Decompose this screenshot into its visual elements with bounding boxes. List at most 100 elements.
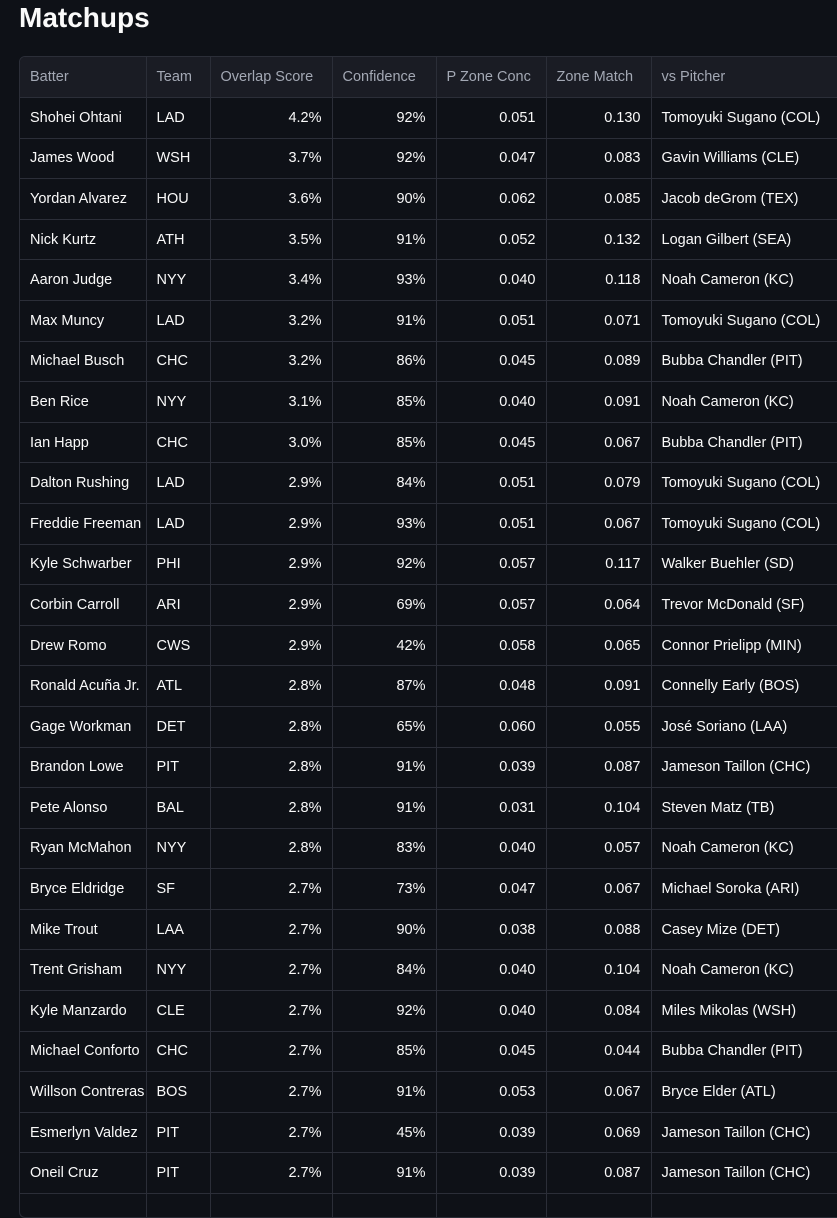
table-cell: PIT	[146, 1112, 211, 1154]
table-cell: NYY	[146, 259, 211, 301]
table-cell: 85%	[332, 422, 437, 464]
table-cell: 3.7%	[210, 138, 333, 180]
table-cell: 0.064	[546, 584, 652, 626]
table-cell: 0.051	[436, 97, 547, 139]
table-cell: Nick Kurtz	[20, 219, 147, 261]
table-row: Drew Romo CWS 2.9% 42% 0.058 0.065 Connor Prie…	[20, 625, 837, 667]
table-cell: 0.069	[546, 1112, 652, 1154]
table-cell: LAA	[146, 909, 211, 951]
table-cell: 2.9%	[210, 462, 333, 504]
table-cell: CWS	[146, 625, 211, 667]
table-cell: 2.7%	[210, 1031, 333, 1073]
table-row: Kyle Schwarber PHI 2.9% 92% 0.057 0.117 Walker…	[20, 544, 837, 586]
table-cell: 0.040	[436, 828, 547, 870]
table-cell: Tomoyuki Sugano (COL)	[651, 97, 837, 139]
column-header[interactable]: vs Pitcher	[651, 57, 837, 98]
table-cell: 3.2%	[210, 341, 333, 383]
table-cell	[436, 1193, 547, 1217]
table-cell: 2.7%	[210, 1152, 333, 1195]
table-cell: 92%	[332, 138, 437, 180]
table-cell: Tomoyuki Sugano (COL)	[651, 503, 837, 545]
column-header[interactable]: Batter	[20, 57, 147, 98]
table-row: Gage Workman DET 2.8% 65% 0.060 0.055 José Sor…	[20, 706, 837, 748]
table-cell: 0.047	[436, 868, 547, 910]
table-cell: Kyle Schwarber	[20, 544, 147, 586]
table-cell: 0.067	[546, 503, 652, 545]
table-cell: Dalton Rushing	[20, 462, 147, 504]
table-cell: 0.045	[436, 1031, 547, 1073]
table-cell	[332, 1193, 437, 1217]
column-header[interactable]: Team	[146, 57, 211, 98]
column-header[interactable]: P Zone Conc	[436, 57, 547, 98]
table-cell: 65%	[332, 706, 437, 748]
table-row: Oneil Cruz PIT 2.7% 91% 0.039 0.087 Jameson Ta…	[20, 1152, 837, 1195]
table-cell: HOU	[146, 178, 211, 220]
table-cell: 91%	[332, 1071, 437, 1113]
table-cell: LAD	[146, 97, 211, 139]
table-cell: Casey Mize (DET)	[651, 909, 837, 951]
table-row: Shohei Ohtani LAD 4.2% 92% 0.051 0.130 Tomoyuk…	[20, 97, 837, 139]
table-row: Pete Alonso BAL 2.8% 91% 0.031 0.104 Steven Ma…	[20, 787, 837, 829]
table-cell: 2.7%	[210, 868, 333, 910]
table-cell: Willson Contreras	[20, 1071, 147, 1113]
table-cell: 0.083	[546, 138, 652, 180]
table-row: Esmerlyn Valdez PIT 2.7% 45% 0.039 0.069 James…	[20, 1112, 837, 1154]
table-cell: 0.045	[436, 422, 547, 464]
table-row: Dalton Rushing LAD 2.9% 84% 0.051 0.079 Tomoyu…	[20, 462, 837, 504]
table-cell: Yordan Alvarez	[20, 178, 147, 220]
table-row: Trent Grisham NYY 2.7% 84% 0.040 0.104 Noah Ca…	[20, 949, 837, 992]
table-cell: 0.104	[546, 949, 652, 992]
table-cell: SF	[146, 868, 211, 910]
table-row: Freddie Freeman LAD 2.9% 93% 0.051 0.067 Tomoy…	[20, 503, 837, 545]
table-cell: Bryce Elder (ATL)	[651, 1071, 837, 1113]
table-cell: 2.8%	[210, 747, 333, 789]
table-cell: 0.051	[436, 462, 547, 504]
table-cell: DET	[146, 706, 211, 748]
table-row: Ryan McMahon NYY 2.8% 83% 0.040 0.057 Noah Cam…	[20, 828, 837, 870]
table-cell: 3.5%	[210, 219, 333, 261]
table-cell: Bubba Chandler (PIT)	[651, 422, 837, 464]
table-cell: Noah Cameron (KC)	[651, 949, 837, 992]
table-cell: 0.117	[546, 544, 652, 586]
table-row: James Wood WSH 3.7% 92% 0.047 0.083 Gavin Will…	[20, 138, 837, 180]
table-cell: Esmerlyn Valdez	[20, 1112, 147, 1154]
header-row: Batter Team Overlap Score Confidence P Zone …	[20, 57, 837, 98]
table-cell: LAD	[146, 300, 211, 342]
table-cell: 0.132	[546, 219, 652, 261]
column-header[interactable]: Overlap Score	[210, 57, 333, 98]
table-cell: Miles Mikolas (WSH)	[651, 990, 837, 1032]
table-cell: 0.084	[546, 990, 652, 1032]
column-header[interactable]: Confidence	[332, 57, 437, 98]
table-cell: 84%	[332, 462, 437, 504]
table-cell: WSH	[146, 138, 211, 180]
table-cell: 3.2%	[210, 300, 333, 342]
table-row: Max Muncy LAD 3.2% 91% 0.051 0.071 Tomoyuki Su…	[20, 300, 837, 342]
table-cell: Noah Cameron (KC)	[651, 259, 837, 301]
table-cell: James Wood	[20, 138, 147, 180]
table-cell: 93%	[332, 259, 437, 301]
table-cell: 0.058	[436, 625, 547, 667]
table-cell: Aaron Judge	[20, 259, 147, 301]
table-cell: 0.053	[436, 1071, 547, 1113]
table-cell: 2.9%	[210, 625, 333, 667]
table-cell: PIT	[146, 747, 211, 789]
table-cell: 0.038	[436, 909, 547, 951]
column-header[interactable]: Zone Match	[546, 57, 652, 98]
table-cell: Corbin Carroll	[20, 584, 147, 626]
matchups-table: Batter Team Overlap Score Confidence P Zone …	[20, 57, 837, 1217]
table-cell: 69%	[332, 584, 437, 626]
table-row: Aaron Judge NYY 3.4% 93% 0.040 0.118 Noah Came…	[20, 259, 837, 301]
table-cell: 0.048	[436, 665, 547, 707]
table-cell: 84%	[332, 949, 437, 992]
table-row: Michael Conforto CHC 2.7% 85% 0.045 0.044 Bubb…	[20, 1031, 837, 1073]
table-cell: 2.8%	[210, 706, 333, 748]
table-cell: 91%	[332, 300, 437, 342]
table-cell: Walker Buehler (SD)	[651, 544, 837, 586]
table-cell: 0.118	[546, 259, 652, 301]
table-cell: 0.057	[436, 544, 547, 586]
table-cell: 0.040	[436, 259, 547, 301]
table-cell: PHI	[146, 544, 211, 586]
table-cell: 0.060	[436, 706, 547, 748]
table-row: Michael Busch CHC 3.2% 86% 0.045 0.089 Bubba C…	[20, 341, 837, 383]
